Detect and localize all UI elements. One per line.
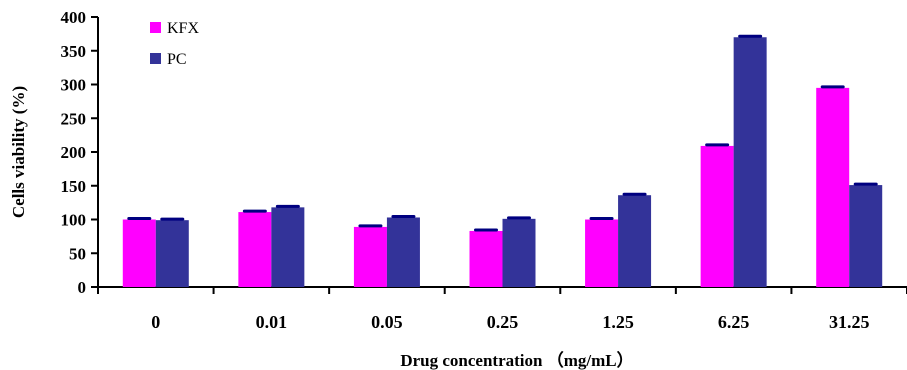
bar-pc [733,37,767,287]
x-tick-label: 0.01 [256,312,288,332]
bar-kfx [238,212,272,287]
bar-kfx [122,219,156,287]
bar-kfx [353,226,387,287]
x-tick-label: 0.05 [371,312,403,332]
y-tick-label: 400 [61,8,87,27]
legend-swatch [150,22,161,33]
y-tick-label: 0 [78,278,87,297]
bar-pc [155,220,189,287]
bar-kfx [816,87,850,287]
x-tick-label: 6.25 [718,312,750,332]
bar-kfx [469,230,503,287]
y-tick-label: 250 [61,109,87,128]
bar-kfx [700,145,734,287]
legend-label: KFX [167,20,199,37]
bars [122,34,883,287]
y-axis-title: Cells viability (%) [9,86,28,218]
x-axis: 0 0.01 0.05 0.25 1.25 6.25 31.25 [97,286,907,332]
x-tick-label: 0.25 [487,312,519,332]
legend: KFX PC [150,20,199,68]
x-tick-label: 31.25 [829,312,870,332]
x-tick-label: 0 [151,312,160,332]
y-tick-label: 350 [61,42,87,61]
y-tick-label: 100 [61,211,87,230]
legend-label: PC [167,51,187,68]
x-axis-title: Drug concentration （mg/mL） [400,350,633,370]
bar-kfx [585,219,619,287]
y-axis: 0 50 100 150 200 250 300 350 400 [61,8,99,297]
bar-pc [386,217,420,287]
y-tick-label: 50 [69,244,86,263]
legend-swatch [150,53,161,64]
bar-pc [618,195,652,287]
bar-pc [271,207,305,287]
x-tick-label: 1.25 [602,312,634,332]
bar-pc [849,185,883,287]
y-tick-label: 150 [61,177,87,196]
bar-pc [502,218,536,287]
y-tick-label: 300 [61,76,87,95]
y-tick-label: 200 [61,143,87,162]
